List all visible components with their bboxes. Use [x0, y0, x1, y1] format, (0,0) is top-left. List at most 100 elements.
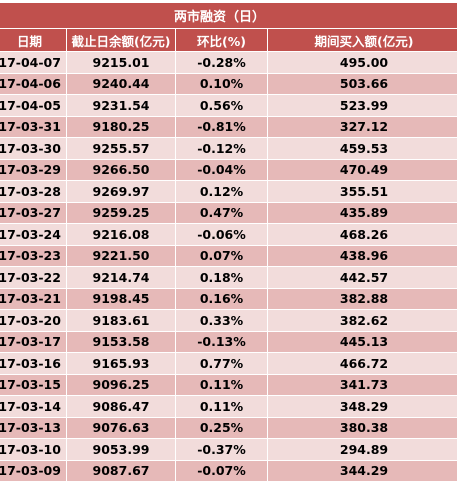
cell-balance: 9221.50	[67, 245, 176, 267]
cell-buy: 503.66	[268, 73, 457, 95]
cell-change: 0.10%	[176, 73, 268, 95]
table-body: 2017-04-079215.01-0.28%495.002017-04-069…	[0, 52, 457, 482]
cell-buy: 470.49	[268, 159, 457, 181]
cell-balance: 9087.67	[67, 460, 176, 482]
cell-date: 2017-03-28	[0, 181, 67, 203]
cell-balance: 9153.58	[67, 331, 176, 353]
cell-balance: 9076.63	[67, 417, 176, 439]
cell-date: 2017-03-20	[0, 310, 67, 332]
cell-change: -0.07%	[176, 460, 268, 482]
cell-date: 2017-04-05	[0, 95, 67, 117]
cell-buy: 380.38	[268, 417, 457, 439]
cell-change: 0.12%	[176, 181, 268, 203]
header-balance: 截止日余额(亿元)	[67, 29, 176, 52]
cell-change: 0.11%	[176, 374, 268, 396]
cell-change: 0.07%	[176, 245, 268, 267]
cell-balance: 9269.97	[67, 181, 176, 203]
cell-buy: 327.12	[268, 116, 457, 138]
cell-change: 0.33%	[176, 310, 268, 332]
cell-balance: 9215.01	[67, 52, 176, 74]
header-row: 日期 截止日余额(亿元) 环比(%) 期间买入额(亿元)	[0, 29, 457, 52]
cell-date: 2017-03-09	[0, 460, 67, 482]
cell-buy: 435.89	[268, 202, 457, 224]
cell-balance: 9214.74	[67, 267, 176, 289]
cell-date: 2017-03-15	[0, 374, 67, 396]
table-title: 两市融资（日）	[0, 3, 457, 28]
cell-change: -0.28%	[176, 52, 268, 74]
cell-balance: 9259.25	[67, 202, 176, 224]
cell-buy: 382.62	[268, 310, 457, 332]
cell-change: -0.81%	[176, 116, 268, 138]
financing-table: 日期 截止日余额(亿元) 环比(%) 期间买入额(亿元) 2017-04-079…	[0, 28, 457, 482]
cell-change: 0.18%	[176, 267, 268, 289]
cell-balance: 9183.61	[67, 310, 176, 332]
cell-balance: 9216.08	[67, 224, 176, 246]
cell-change: -0.12%	[176, 138, 268, 160]
cell-change: 0.56%	[176, 95, 268, 117]
cell-buy: 344.29	[268, 460, 457, 482]
cell-date: 2017-03-13	[0, 417, 67, 439]
cell-change: 0.47%	[176, 202, 268, 224]
header-change: 环比(%)	[176, 29, 268, 52]
cell-change: -0.06%	[176, 224, 268, 246]
cell-change: 0.16%	[176, 288, 268, 310]
cell-date: 2017-03-30	[0, 138, 67, 160]
cell-buy: 438.96	[268, 245, 457, 267]
header-date: 日期	[0, 29, 67, 52]
cell-change: -0.04%	[176, 159, 268, 181]
cell-buy: 495.00	[268, 52, 457, 74]
cell-balance: 9255.57	[67, 138, 176, 160]
financing-table-sheet: 两市融资（日） 日期 截止日余额(亿元) 环比(%) 期间买入额(亿元) 201…	[0, 3, 457, 482]
cell-date: 2017-03-24	[0, 224, 67, 246]
cell-balance: 9096.25	[67, 374, 176, 396]
cell-balance: 9231.54	[67, 95, 176, 117]
cell-buy: 466.72	[268, 353, 457, 375]
cell-date: 2017-03-21	[0, 288, 67, 310]
cell-balance: 9165.93	[67, 353, 176, 375]
cell-buy: 523.99	[268, 95, 457, 117]
cell-buy: 348.29	[268, 396, 457, 418]
cell-balance: 9180.25	[67, 116, 176, 138]
cell-buy: 341.73	[268, 374, 457, 396]
cell-date: 2017-03-17	[0, 331, 67, 353]
cell-buy: 468.26	[268, 224, 457, 246]
cell-date: 2017-03-31	[0, 116, 67, 138]
cell-balance: 9198.45	[67, 288, 176, 310]
cell-buy: 442.57	[268, 267, 457, 289]
cell-date: 2017-04-06	[0, 73, 67, 95]
cell-balance: 9266.50	[67, 159, 176, 181]
cell-buy: 459.53	[268, 138, 457, 160]
cell-date: 2017-03-27	[0, 202, 67, 224]
cell-change: 0.77%	[176, 353, 268, 375]
cell-change: 0.25%	[176, 417, 268, 439]
cell-date: 2017-03-29	[0, 159, 67, 181]
cell-balance: 9240.44	[67, 73, 176, 95]
cell-date: 2017-03-23	[0, 245, 67, 267]
cell-change: -0.13%	[176, 331, 268, 353]
cell-date: 2017-03-14	[0, 396, 67, 418]
cell-buy: 382.88	[268, 288, 457, 310]
cell-date: 2017-04-07	[0, 52, 67, 74]
cell-date: 2017-03-16	[0, 353, 67, 375]
cell-buy: 445.13	[268, 331, 457, 353]
cell-buy: 355.51	[268, 181, 457, 203]
